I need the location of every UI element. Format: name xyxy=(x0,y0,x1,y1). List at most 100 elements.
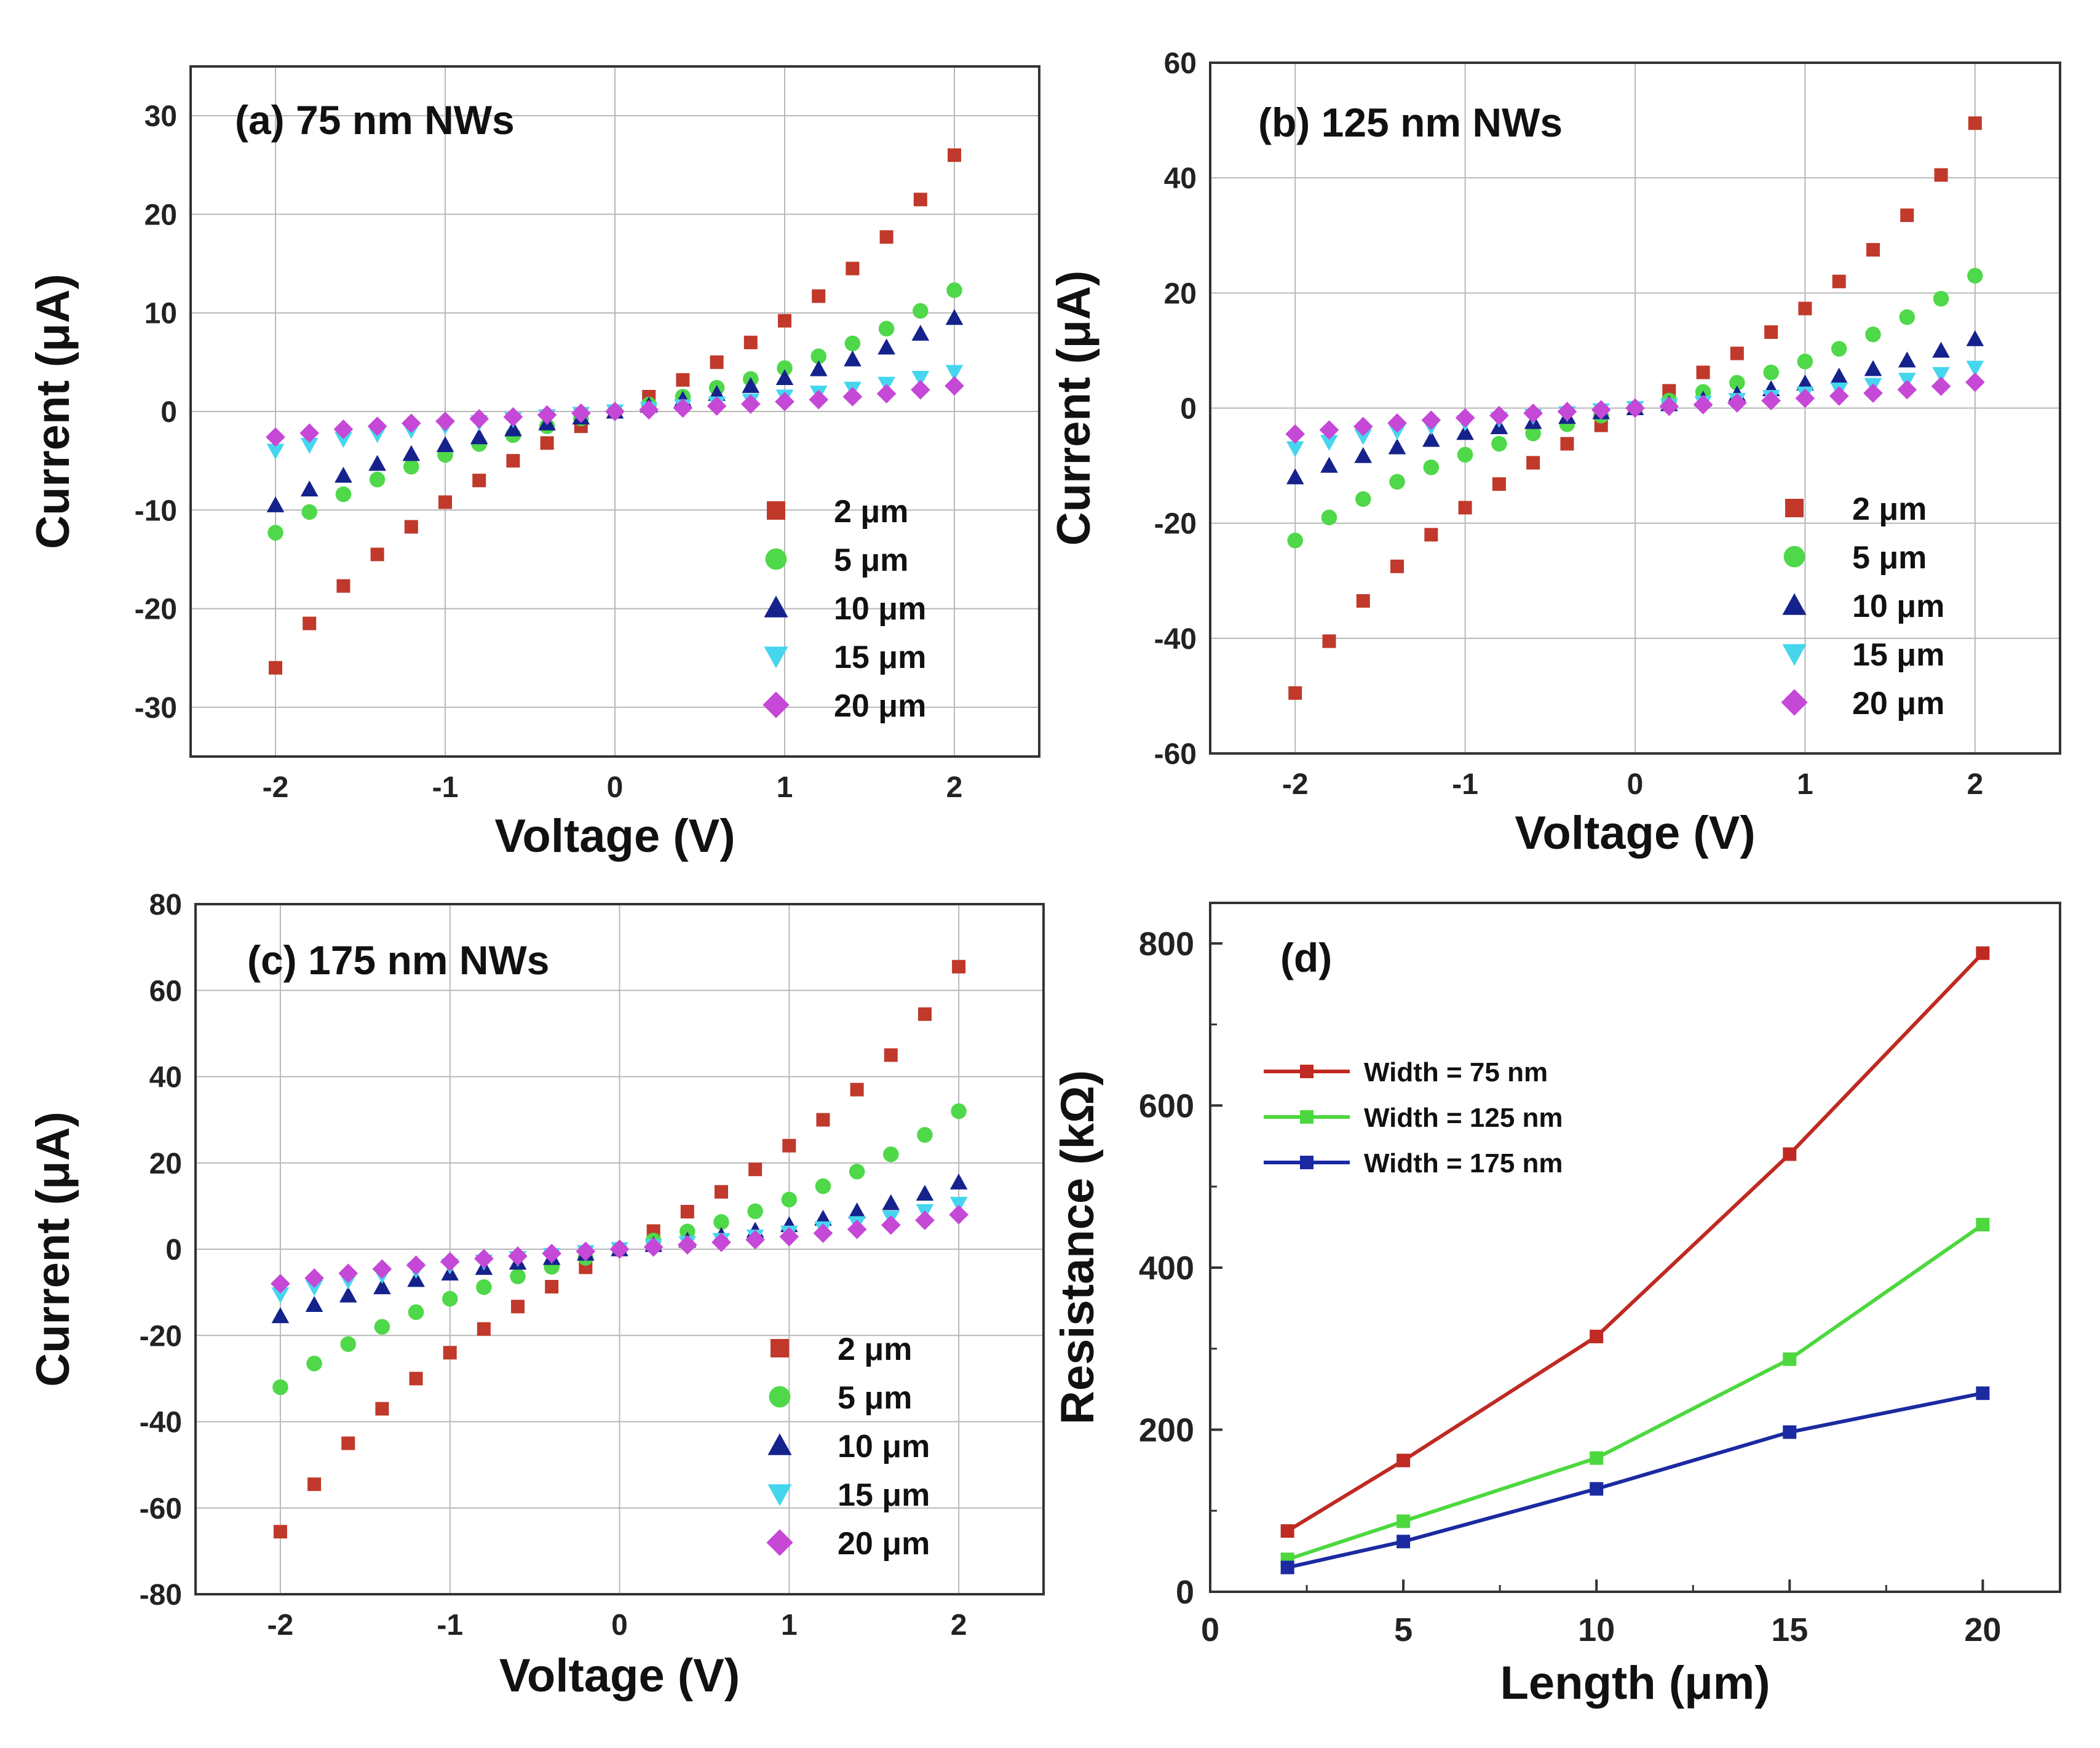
panel-c-point-2-um xyxy=(307,1477,322,1492)
panel-a-xtick-label: 1 xyxy=(777,771,793,804)
panel-a-point-20-um xyxy=(571,403,591,423)
panel-a-point-15-um xyxy=(335,432,352,448)
panel-b-point-2-um xyxy=(1798,301,1812,316)
panel-d-point-width-175-nm xyxy=(1783,1425,1797,1439)
panel-c-point-5-um xyxy=(340,1336,356,1353)
panel-a-point-2-um xyxy=(812,289,826,303)
panel-b-point-2-um xyxy=(1730,346,1744,360)
panel-a-point-10-um xyxy=(300,480,319,497)
panel-b-legend-label: 2 μm xyxy=(1852,491,1927,527)
panel-a-ytick-label: 0 xyxy=(160,396,177,429)
panel-b-point-10-um xyxy=(1354,447,1373,463)
panel-b-point-5-um xyxy=(1525,425,1541,442)
panel-a-ytick-label: -10 xyxy=(135,495,177,527)
panel-c-point-20-um xyxy=(847,1219,867,1239)
panel-a-point-2-um xyxy=(913,193,927,207)
panel-b-point-5-um xyxy=(1831,341,1847,357)
panel-b-point-15-um xyxy=(1966,360,1984,377)
panel-c-point-15-um xyxy=(305,1280,323,1297)
panel-c-point-20-um xyxy=(372,1259,392,1279)
panel-b-point-20-um xyxy=(1693,395,1713,415)
panel-c-point-5-um xyxy=(510,1268,526,1284)
panel-b-legend-marker-20-um xyxy=(1781,689,1808,716)
panel-d-legend-label: Width = 125 nm xyxy=(1364,1103,1563,1133)
panel-b-point-10-um xyxy=(1830,367,1848,384)
panel-b-point-2-um xyxy=(1968,116,1982,130)
panel-b-point-20-um xyxy=(1557,402,1577,421)
panel-c-legend-label: 15 μm xyxy=(838,1477,930,1513)
panel-a-legend-marker-15-um xyxy=(764,646,788,669)
panel-a-point-20-um xyxy=(910,379,930,400)
panel-c-point-5-um xyxy=(272,1379,288,1396)
panel-b-point-5-um xyxy=(1865,326,1881,343)
panel-d-point-width-125-nm xyxy=(1590,1451,1604,1465)
panel-b-point-20-um xyxy=(1727,393,1747,413)
panel-d-xtick-label: 5 xyxy=(1394,1611,1413,1648)
panel-c-point-5-um xyxy=(442,1290,458,1307)
panel-a-point-10-um xyxy=(470,428,488,445)
panel-b-point-2-um xyxy=(1390,559,1405,573)
panel-c-xtick-label: 2 xyxy=(951,1609,967,1642)
panel-b-point-2-um xyxy=(1900,208,1914,222)
panel-b-point-5-um xyxy=(1355,491,1371,507)
panel-c-ytick-label: 80 xyxy=(149,889,182,921)
panel-b-legend-label: 20 μm xyxy=(1852,686,1944,721)
panel-a-xtick-label: -2 xyxy=(263,771,289,804)
panel-a-point-20-um xyxy=(842,387,863,407)
panel-a-xtick-label: 2 xyxy=(946,771,963,804)
panel-d-xtick-label: 15 xyxy=(1771,1611,1808,1648)
panel-c-point-20-um xyxy=(338,1263,359,1284)
panel-b-point-20-um xyxy=(1931,376,1951,396)
panel-b-point-20-um xyxy=(1455,408,1475,428)
panel-c-point-2-um xyxy=(680,1204,694,1218)
panel-c-point-15-um xyxy=(271,1287,290,1303)
panel-a-point-20-um xyxy=(469,409,489,429)
panel-b-point-20-um xyxy=(1353,416,1373,437)
panel-b-xtick-label: 1 xyxy=(1797,768,1813,801)
panel-a-legend-marker-2-um xyxy=(767,501,785,520)
panel-a-legend-marker-20-um xyxy=(763,691,790,718)
panel-c-point-20-um xyxy=(745,1230,765,1250)
panel-a-point-2-um xyxy=(948,148,961,162)
panel-b-point-20-um xyxy=(1319,420,1339,440)
panel-b-point-5-um xyxy=(1423,459,1440,475)
panel-c-legend-marker-15-um xyxy=(767,1484,792,1506)
panel-b-point-5-um xyxy=(1321,509,1337,526)
panel-b-point-20-um xyxy=(1421,410,1441,430)
panel-c-legend-label: 20 μm xyxy=(838,1526,930,1562)
panel-b-point-10-um xyxy=(1796,374,1814,391)
panel-a-point-2-um xyxy=(303,616,317,630)
panel-b-xtick-label: 2 xyxy=(1967,768,1983,801)
panel-c-point-5-um xyxy=(476,1279,492,1295)
panel-d-point-width-175-nm xyxy=(1397,1535,1411,1549)
panel-c-point-2-um xyxy=(917,1007,932,1021)
panel-c-point-20-um xyxy=(576,1241,596,1261)
panel-d-y-axis-label: Resistance (kΩ) xyxy=(1052,1070,1104,1424)
panel-d-legend-marker-width-125-nm xyxy=(1300,1110,1313,1124)
panel-c-point-10-um xyxy=(271,1307,290,1324)
panel-b-point-5-um xyxy=(1457,447,1473,463)
panel-a-point-20-um xyxy=(503,407,523,427)
panel-a-point-5-um xyxy=(369,471,386,488)
panel-b-point-10-um xyxy=(1388,438,1406,455)
panel-c-point-5-um xyxy=(917,1127,933,1143)
panel-b-point-10-um xyxy=(1864,360,1882,376)
panel-c-iv-175nm: -2 -1 0 1 2 -80 -60 -40 -20 0 20 40 60 80 Voltage (V) C… xyxy=(27,889,1045,1702)
panel-a-point-10-um xyxy=(266,496,285,512)
panel-c-point-20-um xyxy=(304,1268,324,1288)
panel-a-point-10-um xyxy=(504,420,522,437)
panel-a-title: (a) 75 nm NWs xyxy=(235,97,515,143)
panel-d-ytick-label: 0 xyxy=(1176,1574,1194,1611)
panel-c-legend-marker-10-um xyxy=(767,1433,792,1455)
panel-a-legend-marker-5-um xyxy=(765,548,787,570)
panel-c-xtick-label: -2 xyxy=(267,1609,294,1642)
panel-c-point-5-um xyxy=(408,1304,424,1321)
panel-d-legend-label: Width = 75 nm xyxy=(1364,1057,1548,1087)
panel-b-point-20-um xyxy=(1625,398,1645,418)
panel-a-axes-frame xyxy=(189,65,1040,758)
panel-c-point-2-um xyxy=(511,1300,525,1314)
panel-c-point-2-um xyxy=(409,1372,423,1386)
panel-b-point-5-um xyxy=(1933,290,1949,307)
